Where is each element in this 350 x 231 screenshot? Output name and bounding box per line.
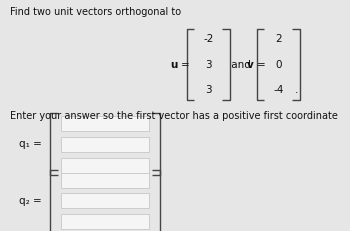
FancyBboxPatch shape: [61, 158, 149, 173]
Text: -4: -4: [273, 85, 284, 95]
Text: .: .: [295, 85, 299, 95]
Text: 3: 3: [205, 85, 211, 95]
FancyBboxPatch shape: [61, 137, 149, 152]
Text: Enter your answer so the first vector has a positive first coordinate: Enter your answer so the first vector ha…: [10, 111, 338, 121]
Text: 2: 2: [275, 34, 281, 44]
Text: Find two unit vectors orthogonal to: Find two unit vectors orthogonal to: [10, 7, 182, 17]
Text: $\mathbf{v}$ =: $\mathbf{v}$ =: [246, 60, 265, 70]
Text: $\mathbf{u}$ =: $\mathbf{u}$ =: [170, 60, 191, 70]
Text: 3: 3: [205, 60, 211, 70]
FancyBboxPatch shape: [61, 214, 149, 229]
Text: q₂ =: q₂ =: [19, 196, 42, 206]
Text: 0: 0: [275, 60, 281, 70]
FancyBboxPatch shape: [61, 194, 149, 208]
Text: q₁ =: q₁ =: [19, 139, 42, 149]
Text: and: and: [228, 60, 254, 70]
Text: -2: -2: [203, 34, 214, 44]
FancyBboxPatch shape: [61, 116, 149, 131]
FancyBboxPatch shape: [61, 173, 149, 188]
